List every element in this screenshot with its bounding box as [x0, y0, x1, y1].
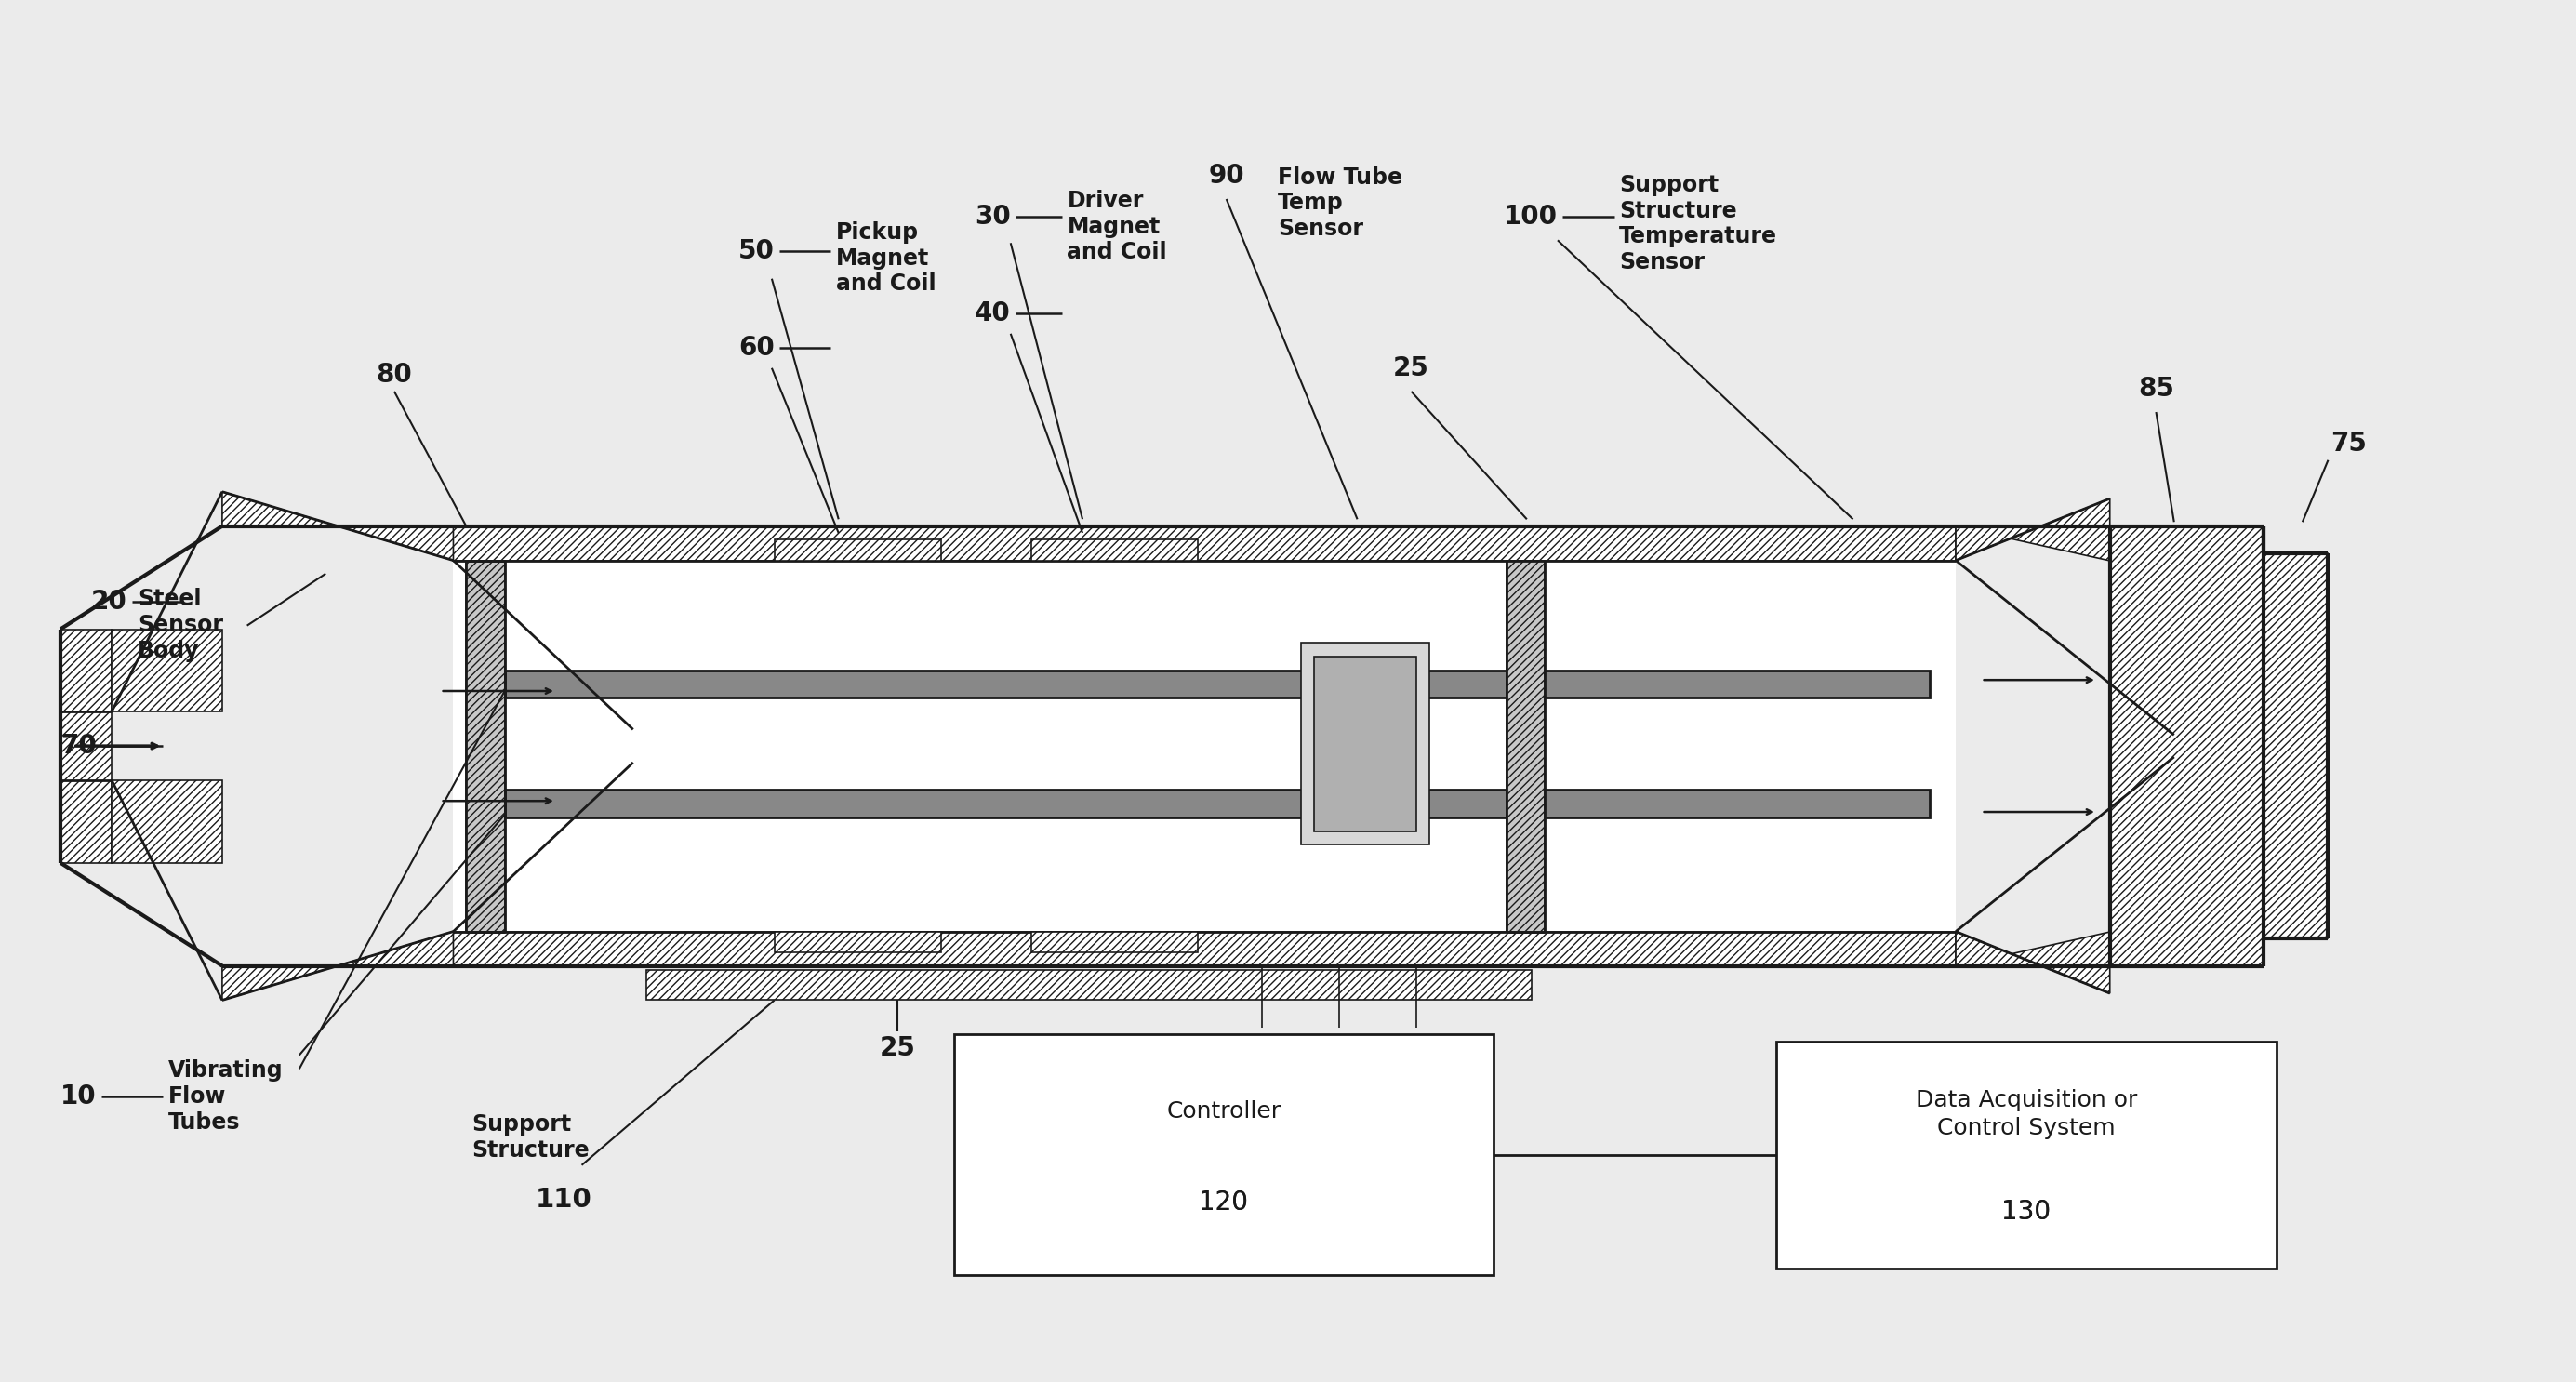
- Bar: [2110, 527, 2264, 966]
- Bar: [775, 931, 940, 952]
- Text: 70: 70: [59, 732, 95, 759]
- Bar: [505, 670, 1929, 698]
- Bar: [453, 931, 1955, 966]
- Bar: [1030, 931, 1198, 952]
- Text: 120: 120: [1200, 1190, 1249, 1216]
- Bar: [775, 540, 940, 561]
- Bar: [111, 629, 222, 712]
- Bar: [453, 561, 1955, 931]
- Bar: [111, 781, 222, 862]
- Text: 40: 40: [974, 300, 1010, 326]
- Bar: [1507, 561, 1546, 931]
- Text: 30: 30: [974, 205, 1010, 229]
- Text: 130: 130: [2002, 1198, 2050, 1224]
- Text: Controller: Controller: [1167, 1100, 1280, 1122]
- Text: 20: 20: [90, 589, 126, 615]
- Text: 85: 85: [2138, 376, 2174, 402]
- Polygon shape: [1955, 931, 2110, 994]
- Text: 25: 25: [1394, 355, 1430, 381]
- Text: Flow Tube
Temp
Sensor: Flow Tube Temp Sensor: [1278, 166, 1401, 240]
- Polygon shape: [1955, 527, 2110, 561]
- Bar: [1775, 1042, 2277, 1269]
- Polygon shape: [1955, 931, 2110, 966]
- Text: Support
Structure: Support Structure: [471, 1114, 590, 1162]
- Bar: [953, 1035, 1494, 1276]
- Polygon shape: [222, 492, 453, 561]
- Text: Vibrating
Flow
Tubes: Vibrating Flow Tubes: [167, 1060, 283, 1133]
- Bar: [59, 629, 111, 862]
- Text: 80: 80: [376, 362, 412, 388]
- Bar: [466, 561, 505, 931]
- Text: Driver
Magnet
and Coil: Driver Magnet and Coil: [1066, 189, 1167, 264]
- Text: 120: 120: [1200, 1190, 1249, 1216]
- Bar: [2264, 554, 2329, 938]
- Polygon shape: [1955, 499, 2110, 561]
- Text: Pickup
Magnet
and Coil: Pickup Magnet and Coil: [837, 221, 935, 296]
- Text: 10: 10: [59, 1083, 95, 1110]
- Bar: [1301, 643, 1430, 844]
- Bar: [1030, 540, 1198, 561]
- Polygon shape: [222, 931, 453, 1001]
- Text: 130: 130: [2002, 1198, 2050, 1224]
- Text: Data Acquisition or
Control System: Data Acquisition or Control System: [1917, 1089, 2138, 1139]
- Bar: [647, 970, 1533, 1001]
- Bar: [505, 791, 1929, 817]
- Text: 25: 25: [878, 1035, 914, 1061]
- Bar: [453, 527, 1955, 561]
- Text: 50: 50: [739, 238, 775, 264]
- Bar: [1314, 656, 1417, 831]
- Text: Support
Structure
Temperature
Sensor: Support Structure Temperature Sensor: [1620, 174, 1777, 274]
- Text: 100: 100: [1504, 205, 1558, 229]
- Text: 110: 110: [536, 1187, 592, 1212]
- Text: 60: 60: [739, 334, 775, 361]
- Text: 90: 90: [1208, 163, 1244, 189]
- Text: Steel
Sensor
Body: Steel Sensor Body: [137, 587, 224, 662]
- Text: 75: 75: [2331, 431, 2367, 456]
